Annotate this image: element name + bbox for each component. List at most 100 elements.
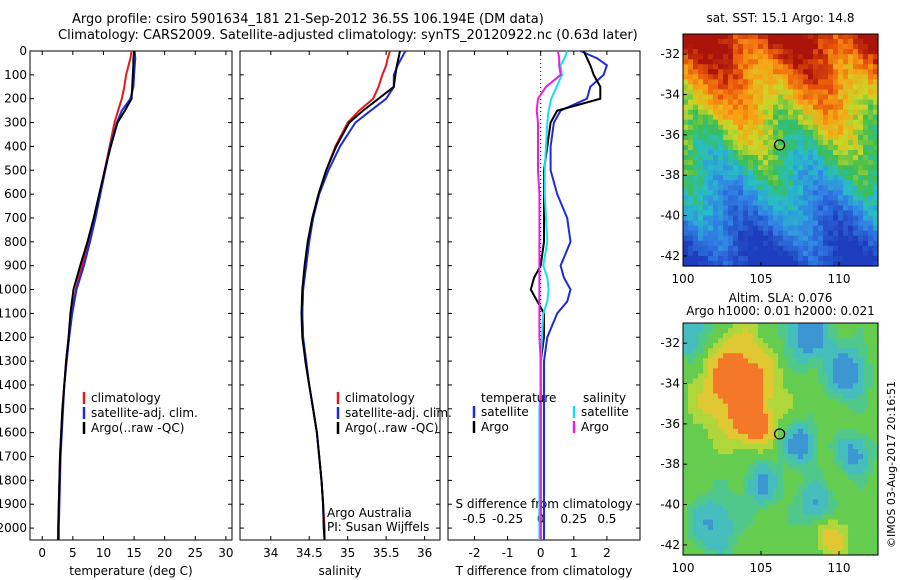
map-cell — [788, 175, 794, 181]
map-cell — [843, 388, 849, 395]
map-cell — [713, 165, 719, 171]
map-cell — [738, 519, 744, 526]
map-cell — [863, 99, 869, 106]
map-cell — [703, 449, 709, 455]
map-cell — [858, 84, 864, 91]
map-cell — [763, 54, 769, 60]
map-cell — [778, 124, 784, 131]
map-cell — [843, 34, 849, 40]
map-cell — [778, 333, 784, 339]
lon-tick-label: 100 — [672, 272, 695, 286]
map-cell — [868, 185, 874, 191]
map-cell — [868, 160, 874, 166]
map-cell — [708, 479, 714, 485]
map-cell — [718, 190, 724, 196]
map-cell — [833, 534, 839, 541]
map-cell — [743, 514, 749, 521]
map-cell — [748, 155, 754, 161]
map-cell — [823, 489, 829, 496]
map-cell — [688, 378, 694, 385]
map-cell — [738, 403, 744, 410]
map-cell — [753, 34, 759, 40]
map-cell — [743, 104, 749, 111]
map-cell — [728, 544, 734, 551]
map-cell — [693, 484, 699, 491]
map-cell — [788, 398, 794, 405]
map-cell — [753, 220, 759, 227]
map-cell — [808, 439, 814, 445]
map-cell — [768, 220, 774, 227]
map-cell — [748, 469, 754, 475]
map-cell — [843, 69, 849, 75]
map-cell — [743, 215, 749, 222]
map-cell — [723, 373, 729, 380]
map-cell — [693, 549, 699, 556]
map-cell — [713, 459, 719, 465]
map-cell — [698, 94, 704, 101]
map-cell — [808, 529, 814, 536]
map-cell — [713, 383, 719, 390]
map-cell — [688, 165, 694, 171]
map-cell — [733, 59, 739, 65]
map-cell — [813, 529, 819, 536]
map-cell — [813, 160, 819, 166]
map-cell — [753, 104, 759, 111]
map-cell — [828, 323, 834, 329]
map-cell — [803, 388, 809, 395]
map-cell — [703, 34, 709, 40]
map-cell — [793, 343, 799, 349]
map-cell — [718, 180, 724, 186]
map-cell — [688, 114, 694, 121]
map-cell — [753, 99, 759, 106]
map-cell — [753, 343, 759, 349]
map-cell — [813, 144, 819, 151]
map-cell — [713, 358, 719, 364]
map-cell — [783, 240, 789, 247]
map-cell — [843, 124, 849, 131]
map-cell — [683, 175, 689, 181]
map-cell — [848, 449, 854, 455]
map-cell — [693, 190, 699, 196]
map-cell — [833, 79, 839, 86]
map-cell — [873, 104, 879, 111]
map-cell — [683, 358, 689, 364]
map-cell — [803, 494, 809, 501]
map-cell — [743, 524, 749, 531]
map-cell — [793, 383, 799, 390]
map-cell — [738, 230, 744, 237]
map-cell — [733, 74, 739, 80]
map-cell — [773, 84, 779, 91]
map-cell — [818, 205, 824, 212]
map-cell — [718, 413, 724, 420]
map-cell — [813, 139, 819, 146]
map-cell — [858, 459, 864, 465]
map-cell — [773, 534, 779, 541]
map-cell — [798, 34, 804, 40]
map-cell — [758, 39, 764, 45]
map-cell — [748, 529, 754, 536]
map-cell — [858, 398, 864, 405]
map-cell — [778, 170, 784, 176]
map-cell — [683, 403, 689, 410]
legend-label: Argo(..raw -QC) — [91, 421, 184, 435]
map-cell — [698, 449, 704, 455]
map-cell — [828, 150, 834, 156]
map-cell — [868, 368, 874, 375]
map-cell — [728, 180, 734, 186]
map-cell — [733, 34, 739, 40]
map-cell — [868, 378, 874, 385]
map-cell — [793, 250, 799, 257]
map-cell — [763, 129, 769, 136]
map-cell — [793, 323, 799, 329]
map-cell — [703, 494, 709, 501]
map-cell — [823, 439, 829, 445]
map-cell — [813, 79, 819, 86]
map-cell — [873, 59, 879, 65]
map-cell — [778, 94, 784, 101]
map-cell — [753, 544, 759, 551]
map-cell — [708, 225, 714, 232]
map-cell — [733, 175, 739, 181]
map-cell — [758, 343, 764, 349]
map-cell — [848, 230, 854, 237]
map-cell — [698, 403, 704, 410]
